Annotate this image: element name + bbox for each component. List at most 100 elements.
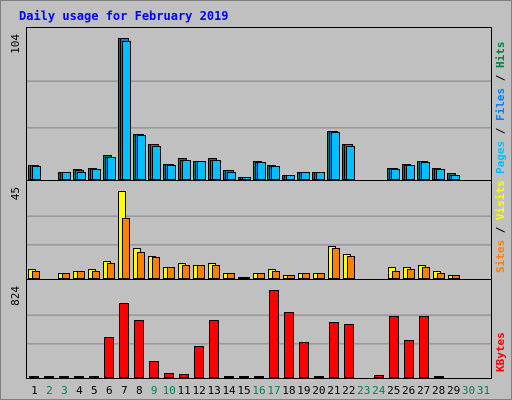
bar-pages bbox=[346, 146, 355, 180]
x-tick-label: 29 bbox=[447, 384, 460, 397]
bar-sites bbox=[302, 273, 310, 279]
x-tick-label: 8 bbox=[136, 384, 143, 397]
bar-pages bbox=[257, 162, 266, 180]
bar-sites bbox=[317, 273, 325, 279]
bar-sites bbox=[422, 267, 430, 279]
legend-separator: / bbox=[494, 68, 507, 88]
bar-pages bbox=[421, 162, 430, 180]
bar-pages bbox=[152, 146, 161, 180]
x-tick-label: 28 bbox=[432, 384, 445, 397]
x-tick-label: 21 bbox=[327, 384, 340, 397]
chart-title: Daily usage for February 2019 bbox=[19, 9, 229, 23]
bar-pages bbox=[391, 169, 400, 180]
x-tick-label: 18 bbox=[282, 384, 295, 397]
x-tick-label: 16 bbox=[252, 384, 265, 397]
bar-kbytes bbox=[329, 322, 339, 378]
bar-kbytes bbox=[254, 376, 264, 378]
legend-entry-files: Files bbox=[494, 88, 507, 121]
bar-kbytes bbox=[44, 376, 54, 378]
bar-sites bbox=[197, 265, 205, 279]
bar-pages bbox=[167, 165, 176, 180]
bar-pages bbox=[32, 166, 41, 180]
bar-pages bbox=[436, 169, 445, 180]
legend-entry-visits: Visits bbox=[494, 180, 507, 220]
bar-kbytes bbox=[134, 320, 144, 378]
bar-sites bbox=[452, 275, 460, 279]
x-tick-label: 17 bbox=[267, 384, 280, 397]
y-max-label: 824 bbox=[9, 286, 22, 306]
bar-pages bbox=[301, 172, 310, 180]
bar-sites bbox=[392, 271, 400, 279]
bar-sites bbox=[32, 271, 40, 279]
bar-sites bbox=[257, 273, 265, 279]
legend-separator: / bbox=[494, 121, 507, 141]
bar-pages bbox=[182, 160, 191, 180]
x-tick-label: 6 bbox=[106, 384, 113, 397]
bar-sites bbox=[332, 248, 340, 279]
bar-pages bbox=[62, 172, 71, 180]
bar-kbytes bbox=[89, 376, 99, 378]
bar-sites bbox=[62, 273, 70, 279]
bar-pages bbox=[77, 172, 86, 180]
legend-entry-kbytes: KBytes bbox=[494, 332, 507, 372]
bar-kbytes bbox=[29, 376, 39, 378]
bar-sites bbox=[77, 271, 85, 279]
bar-pages bbox=[316, 172, 325, 180]
bar-sites bbox=[407, 269, 415, 279]
x-tick-label: 11 bbox=[178, 384, 191, 397]
bar-pages bbox=[406, 165, 415, 180]
bar-kbytes bbox=[164, 373, 174, 378]
y-max-label: 104 bbox=[9, 34, 22, 54]
bar-sites bbox=[287, 275, 295, 279]
bar-sites bbox=[137, 252, 145, 279]
legend-entry-pages: Pages bbox=[494, 141, 507, 174]
x-tick-label: 10 bbox=[163, 384, 176, 397]
bar-pages bbox=[227, 172, 236, 180]
x-tick-label: 15 bbox=[237, 384, 250, 397]
bar-kbytes bbox=[299, 342, 309, 378]
bar-kbytes bbox=[344, 324, 354, 378]
plot-border bbox=[26, 27, 492, 379]
x-tick-label: 14 bbox=[222, 384, 236, 397]
bar-kbytes bbox=[434, 376, 444, 378]
bar-sites bbox=[212, 265, 220, 279]
bar-kbytes bbox=[404, 340, 414, 378]
bar-kbytes bbox=[179, 374, 189, 378]
x-tick-label: 30 bbox=[462, 384, 475, 397]
x-tick-label: 22 bbox=[342, 384, 355, 397]
bar-kbytes bbox=[209, 320, 219, 378]
bar-kbytes bbox=[74, 376, 84, 378]
x-tick-label: 13 bbox=[207, 384, 220, 397]
y-max-label: 45 bbox=[9, 187, 22, 200]
bar-pages bbox=[212, 160, 221, 180]
bar-sites bbox=[347, 256, 355, 279]
bar-sites bbox=[122, 218, 130, 279]
x-tick-label: 1 bbox=[31, 384, 38, 397]
bar-kbytes bbox=[224, 376, 234, 378]
x-tick-label: 23 bbox=[357, 384, 370, 397]
bar-pages bbox=[331, 132, 340, 180]
bar-kbytes bbox=[389, 316, 399, 378]
bar-kbytes bbox=[149, 361, 159, 378]
bar-pages bbox=[92, 169, 101, 180]
bar-sites bbox=[437, 273, 445, 279]
x-tick-label: 2 bbox=[46, 384, 53, 397]
legend-kbytes: KBytes bbox=[494, 332, 507, 372]
bar-kbytes bbox=[284, 312, 294, 378]
bar-sites bbox=[272, 271, 280, 279]
legend-entry-hits: Hits bbox=[494, 42, 507, 69]
bar-kbytes bbox=[269, 290, 279, 378]
x-tick-label: 7 bbox=[121, 384, 128, 397]
x-tick-label: 5 bbox=[91, 384, 98, 397]
x-tick-label: 31 bbox=[477, 384, 490, 397]
bar-kbytes bbox=[119, 303, 129, 378]
legend-entry-sites: Sites bbox=[494, 240, 507, 273]
bar-kbytes bbox=[419, 316, 429, 378]
legend-hits: Pages / Files / Hits bbox=[494, 42, 507, 175]
x-tick-label: 20 bbox=[312, 384, 325, 397]
x-tick-label: 3 bbox=[61, 384, 68, 397]
bar-kbytes bbox=[104, 337, 114, 378]
bar-pages bbox=[286, 175, 295, 180]
